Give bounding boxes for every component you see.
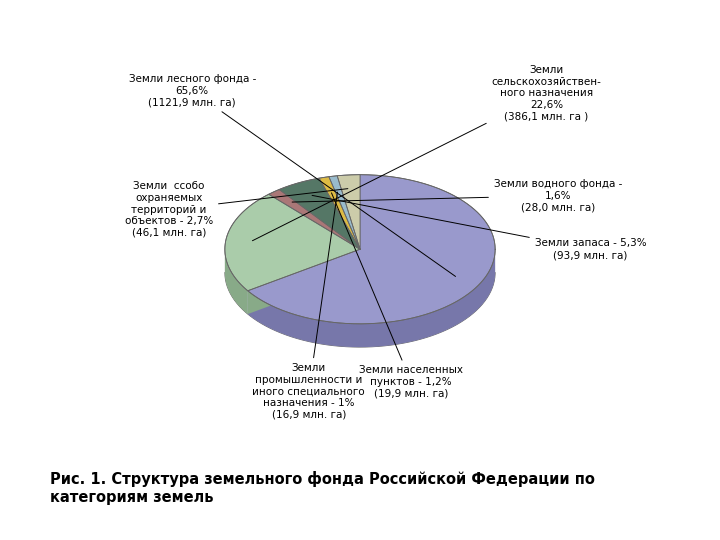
Polygon shape bbox=[248, 249, 495, 347]
Polygon shape bbox=[279, 178, 360, 249]
Text: Земли водного фонда -
1,6%
(28,0 млн. га): Земли водного фонда - 1,6% (28,0 млн. га… bbox=[292, 179, 622, 212]
Text: Земли запаса - 5,3%
(93,9 млн. га): Земли запаса - 5,3% (93,9 млн. га) bbox=[312, 195, 647, 260]
Text: Земли  ссобо
охраняемых
территорий и
объектов - 2,7%
(46,1 млн. га): Земли ссобо охраняемых территорий и объе… bbox=[125, 181, 348, 238]
Polygon shape bbox=[337, 174, 360, 249]
Polygon shape bbox=[225, 194, 360, 291]
Text: Земли населенных
пунктов - 1,2%
(19,9 млн. га): Земли населенных пунктов - 1,2% (19,9 мл… bbox=[331, 193, 463, 399]
Text: Земли лесного фонда -
65,6%
(1121,9 млн. га): Земли лесного фонда - 65,6% (1121,9 млн.… bbox=[128, 74, 456, 276]
Polygon shape bbox=[269, 190, 360, 249]
Polygon shape bbox=[319, 177, 360, 249]
Polygon shape bbox=[329, 176, 360, 249]
Text: Рис. 1. Структура земельного фонда Российской Федерации по
категориям земель: Рис. 1. Структура земельного фонда Росси… bbox=[50, 471, 595, 504]
Polygon shape bbox=[248, 174, 495, 324]
Text: Земли
промышленности и
иного специального
назначения - 1%
(16,9 млн. га): Земли промышленности и иного специальног… bbox=[253, 192, 365, 420]
Polygon shape bbox=[248, 249, 360, 314]
Polygon shape bbox=[225, 249, 248, 314]
Text: Земли
сельскохозяйствен-
ного назначения
22,6%
(386,1 млн. га ): Земли сельскохозяйствен- ного назначения… bbox=[253, 65, 601, 241]
Polygon shape bbox=[248, 249, 360, 314]
